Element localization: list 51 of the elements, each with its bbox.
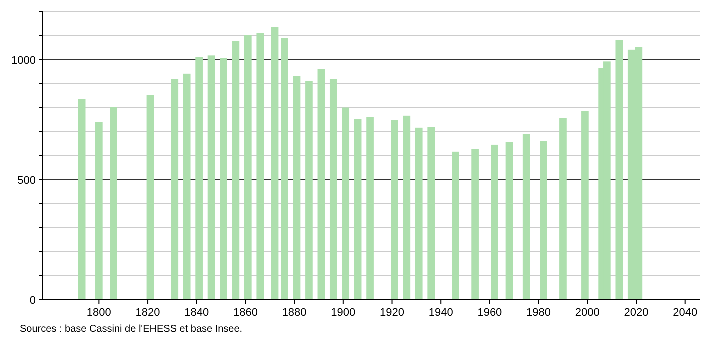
- y-tick-label: 1000: [12, 54, 36, 67]
- bar: [256, 33, 264, 300]
- bar: [616, 40, 624, 300]
- bar: [208, 56, 216, 300]
- x-tick-label: 1960: [478, 307, 502, 319]
- bar: [232, 41, 240, 300]
- bar: [330, 79, 338, 300]
- x-tick-label: 1920: [380, 307, 404, 319]
- bar: [318, 69, 326, 300]
- bar: [171, 79, 179, 300]
- bar: [560, 118, 567, 300]
- x-tick-label: 1840: [184, 307, 210, 319]
- x-tick-label: 2020: [624, 307, 649, 319]
- bar: [540, 141, 548, 300]
- bar: [391, 120, 398, 300]
- bar: [452, 152, 460, 300]
- bar: [366, 117, 374, 300]
- bar: [415, 128, 423, 300]
- bar: [110, 107, 118, 300]
- x-tick-label: 1980: [526, 307, 552, 319]
- x-tick-label: 1820: [136, 307, 160, 319]
- x-tick-label: 2040: [673, 307, 698, 319]
- bar: [281, 38, 288, 300]
- x-tick-label: 2000: [575, 307, 600, 319]
- x-tick-label: 1940: [428, 307, 454, 319]
- bar: [491, 144, 499, 300]
- y-tick-label: 500: [18, 174, 36, 187]
- bar: [96, 122, 103, 300]
- source-note: Sources : base Cassini de l'EHESS et base Insee.: [20, 324, 243, 335]
- bar: [506, 142, 514, 300]
- bar: [428, 127, 435, 300]
- bar: [220, 58, 228, 300]
- x-tick-label: 1800: [86, 307, 112, 319]
- bar: [271, 27, 279, 300]
- x-tick-label: 1860: [233, 307, 258, 319]
- bar: [244, 35, 252, 300]
- bar: [293, 76, 301, 300]
- bar: [354, 119, 362, 300]
- bar: [146, 95, 154, 300]
- x-tick-label: 1880: [282, 307, 307, 319]
- bar: [472, 149, 479, 300]
- y-tick-label: 0: [30, 294, 36, 307]
- bar: [183, 74, 191, 300]
- bar: [306, 81, 313, 300]
- bar: [78, 99, 86, 300]
- bar: [522, 134, 530, 300]
- bar: [196, 57, 203, 300]
- bar: [582, 111, 589, 300]
- bar: [342, 108, 350, 300]
- x-tick-label: 1900: [331, 307, 356, 319]
- bar: [403, 116, 411, 300]
